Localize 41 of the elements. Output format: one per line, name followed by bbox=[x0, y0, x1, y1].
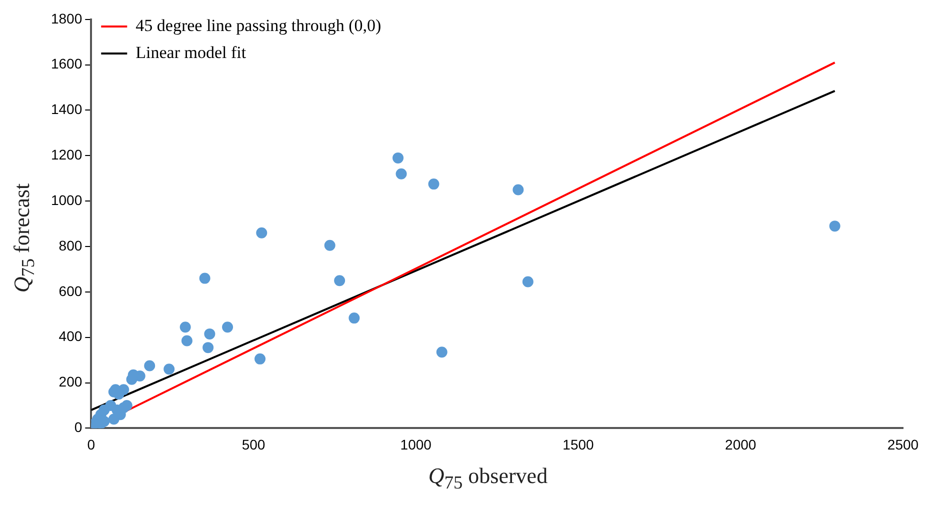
point bbox=[392, 152, 404, 164]
point bbox=[256, 227, 268, 238]
point bbox=[348, 312, 360, 324]
y-tick-label: 1800 bbox=[50, 10, 82, 26]
x-tick-label: 2000 bbox=[725, 436, 756, 452]
y-tick-label: 0 bbox=[74, 419, 82, 436]
point bbox=[108, 414, 120, 425]
point bbox=[254, 353, 266, 364]
x-tick-label: 0 bbox=[87, 436, 96, 452]
x-tick-label: 1000 bbox=[400, 436, 432, 452]
point bbox=[396, 168, 407, 180]
point bbox=[164, 364, 175, 375]
point bbox=[144, 360, 156, 372]
point bbox=[324, 240, 336, 251]
point bbox=[522, 276, 534, 288]
point bbox=[202, 342, 214, 354]
x-axis-title: Q$_{75}$ observed bbox=[428, 462, 548, 493]
y-tick-label: 600 bbox=[58, 282, 82, 299]
point bbox=[181, 335, 192, 346]
point bbox=[118, 402, 130, 414]
y-tick-label: 400 bbox=[58, 328, 82, 344]
x-tick-label: 500 bbox=[242, 436, 266, 452]
x-tick-label: 2500 bbox=[887, 436, 919, 452]
x-tick-label: 1500 bbox=[562, 436, 594, 452]
y-tick-label: 800 bbox=[58, 237, 82, 254]
legend-label: 45 degree line passing through (0,0) bbox=[136, 16, 382, 35]
point bbox=[199, 272, 210, 284]
point bbox=[222, 322, 234, 333]
point bbox=[512, 184, 524, 196]
y-tick-label: 200 bbox=[58, 374, 82, 390]
point bbox=[180, 322, 191, 333]
point bbox=[436, 346, 448, 358]
y-tick-label: 1600 bbox=[50, 56, 82, 72]
point bbox=[334, 275, 346, 286]
point bbox=[428, 178, 440, 190]
point bbox=[829, 220, 840, 232]
legend-label: Linear model fit bbox=[136, 42, 246, 62]
y-tick-label: 1200 bbox=[50, 146, 82, 163]
y-tick-label: 1000 bbox=[50, 192, 82, 208]
point bbox=[204, 328, 216, 340]
y-tick-label: 1400 bbox=[50, 101, 82, 118]
